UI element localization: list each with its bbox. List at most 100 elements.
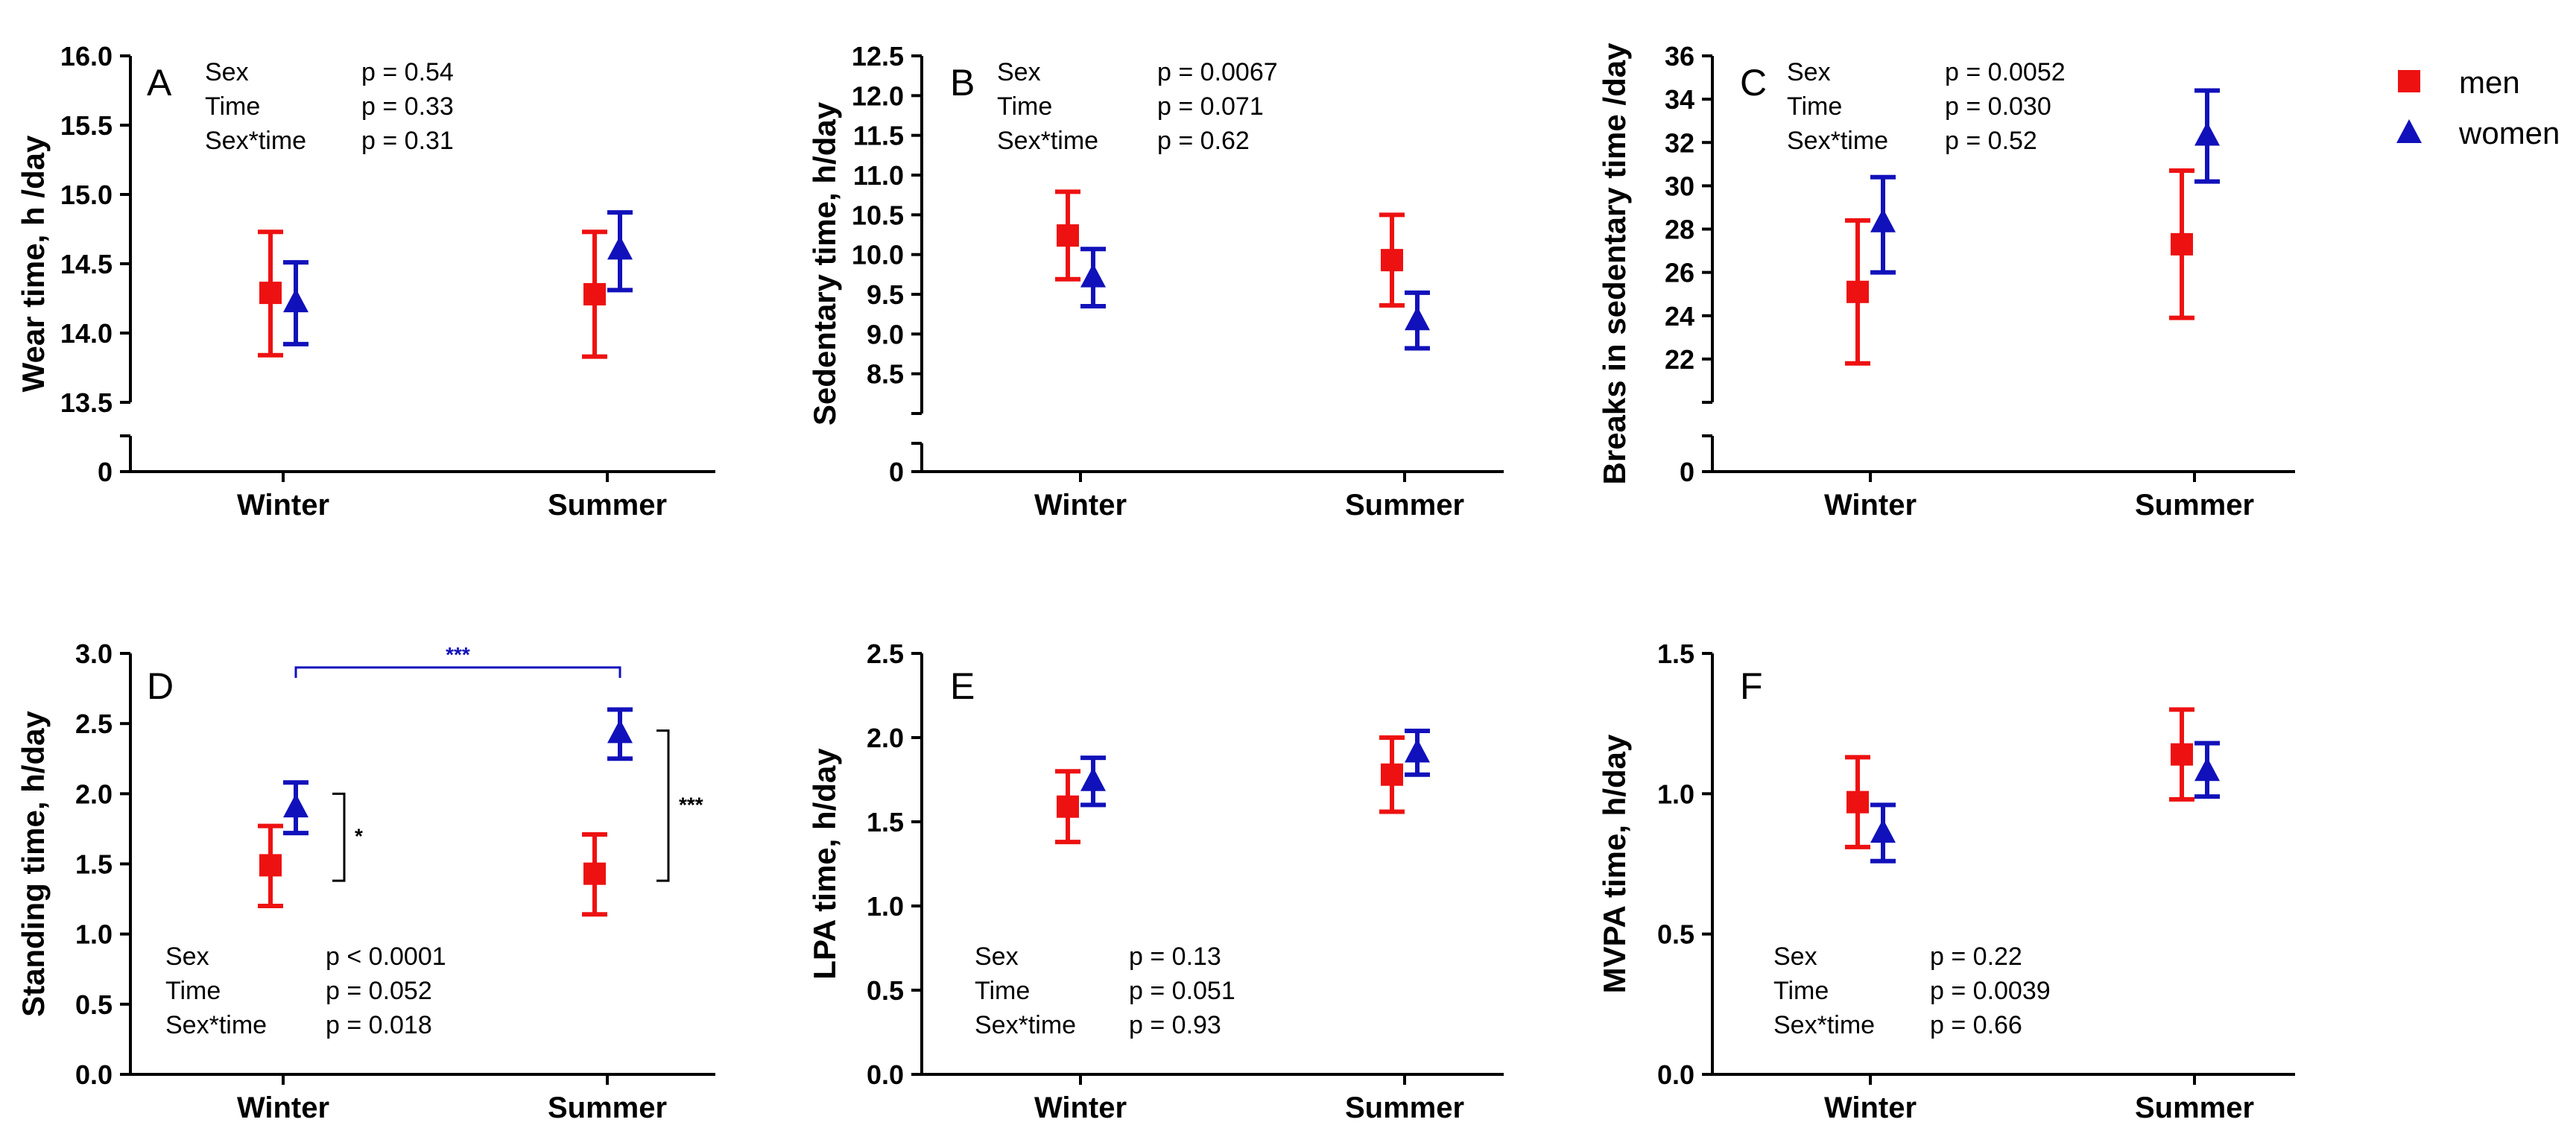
- significance-bracket-side: [656, 729, 670, 882]
- point-women-winter: [1080, 767, 1106, 791]
- y-tick-label: 0.5: [1657, 919, 1694, 950]
- y-tick-label: 30: [1665, 171, 1694, 201]
- y-tick-label: 1.5: [1657, 639, 1694, 669]
- x-category-label: Winter: [237, 489, 329, 522]
- point-men-winter: [259, 282, 282, 305]
- stat-p-value: p = 0.051: [1129, 977, 1235, 1005]
- panel-label: E: [950, 665, 975, 707]
- legend-women-label: women: [2458, 115, 2560, 150]
- stat-term: Sex: [997, 58, 1041, 86]
- panel-f: 0.0 0.5 1.0 1.5 Winter Summer MVPA time, h/day…: [1597, 639, 2295, 1124]
- y-tick-label: 0.5: [867, 975, 904, 1006]
- y-tick-label: 15.0: [60, 180, 113, 210]
- stat-p-value: p = 0.31: [361, 127, 454, 155]
- x-category-label: Winter: [1034, 1091, 1127, 1124]
- point-men-winter: [259, 854, 282, 877]
- stat-p-value: p = 0.22: [1930, 942, 2022, 971]
- point-women-summer: [607, 235, 633, 260]
- y-tick-label: 9.5: [867, 279, 904, 310]
- y-tick-label: 14.5: [60, 249, 113, 279]
- y-tick-label: 26: [1665, 258, 1694, 288]
- stat-p-value: p = 0.0039: [1930, 977, 2051, 1005]
- point-men-summer: [2171, 743, 2193, 766]
- y-tick-label: 8.5: [867, 359, 904, 390]
- stat-term: Time: [1773, 977, 1829, 1005]
- stat-term: Time: [1787, 92, 1842, 121]
- point-women-summer: [1405, 738, 1430, 763]
- stat-p-value: p < 0.0001: [326, 942, 446, 971]
- y-axis-label: MVPA time, h/day: [1597, 734, 1632, 993]
- significance-label: ***: [446, 643, 470, 666]
- y-tick-label: 10.5: [852, 200, 904, 230]
- x-category-label: Summer: [548, 1091, 667, 1124]
- stat-term: Sex*time: [165, 1011, 267, 1039]
- stat-p-value: p = 0.52: [1945, 127, 2037, 155]
- panel-b: 0 8.5 9.0 9.5 10.0 10.5 11.0 11.5 12.0 12.5 Winter…: [807, 41, 1504, 522]
- y-tick-label: 12.5: [852, 41, 904, 72]
- y-tick-label: 1.5: [867, 807, 904, 837]
- stat-term: Time: [165, 977, 221, 1005]
- y-tick-label: 0: [889, 457, 904, 487]
- y-tick-label: 0.0: [1657, 1059, 1694, 1090]
- y-tick-label: 1.0: [75, 919, 113, 950]
- point-women-summer: [1405, 306, 1430, 331]
- y-tick-label: 9.0: [867, 319, 904, 349]
- panel-d: 0.0 0.5 1.0 1.5 2.0 2.5 3.0 Winter Summer Standin…: [16, 639, 715, 1124]
- legend: men women: [2396, 65, 2560, 150]
- point-women-winter: [283, 793, 308, 818]
- stat-term: Sex*time: [1787, 127, 1888, 155]
- significance-label: *: [355, 825, 363, 848]
- x-category-label: Winter: [1824, 1091, 1917, 1124]
- point-men-summer: [1381, 249, 1403, 272]
- y-tick-label: 10.0: [852, 240, 904, 270]
- y-tick-label: 0.0: [867, 1059, 904, 1090]
- panel-c: 0 22 24 26 28 30 32 34 36 Winter Summer Breaks in s…: [1597, 41, 2295, 522]
- y-tick-label: 3.0: [75, 639, 113, 669]
- x-category-label: Summer: [2135, 1091, 2254, 1124]
- stat-term: Sex: [165, 942, 209, 971]
- y-tick-label: 14.0: [60, 318, 113, 349]
- legend-men-marker: [2398, 70, 2420, 92]
- panel-label: F: [1740, 665, 1763, 707]
- y-tick-label: 22: [1665, 344, 1694, 375]
- point-men-summer: [1381, 763, 1403, 786]
- stat-term: Time: [975, 977, 1030, 1005]
- legend-women-marker: [2396, 119, 2422, 143]
- legend-men-label: men: [2459, 65, 2520, 100]
- stat-p-value: p = 0.93: [1129, 1011, 1221, 1039]
- x-category-label: Winter: [237, 1091, 329, 1124]
- point-men-winter: [1846, 790, 1869, 814]
- stat-p-value: p = 0.0067: [1157, 58, 1278, 86]
- point-women-winter: [1080, 263, 1106, 288]
- point-men-summer: [583, 862, 606, 885]
- stat-p-value: p = 0.62: [1157, 127, 1250, 155]
- stat-p-value: p = 0.0052: [1945, 58, 2066, 86]
- y-tick-label: 1.5: [75, 849, 113, 880]
- stat-term: Sex: [205, 58, 249, 86]
- x-category-label: Summer: [2135, 489, 2254, 522]
- significance-bracket-side: [332, 792, 346, 882]
- x-category-label: Winter: [1824, 489, 1917, 522]
- y-tick-label: 11.5: [853, 121, 904, 151]
- stat-term: Sex: [1787, 58, 1831, 86]
- stat-term: Sex*time: [975, 1011, 1076, 1039]
- y-tick-label: 13.5: [60, 387, 113, 418]
- y-tick-label: 28: [1665, 215, 1694, 245]
- point-men-winter: [1057, 224, 1079, 247]
- y-tick-label: 1.0: [867, 891, 904, 922]
- stat-p-value: p = 0.13: [1129, 942, 1221, 971]
- y-tick-label: 2.5: [75, 709, 113, 739]
- stat-p-value: p = 0.66: [1930, 1011, 2022, 1039]
- y-tick-label: 34: [1665, 84, 1694, 115]
- y-tick-label: 12.0: [852, 80, 904, 111]
- point-women-winter: [283, 288, 308, 313]
- stat-term: Sex*time: [1773, 1011, 1875, 1039]
- point-men-winter: [1057, 795, 1079, 818]
- stat-p-value: p = 0.030: [1945, 92, 2051, 121]
- y-tick-label: 36: [1665, 41, 1694, 72]
- y-tick-label: 0.5: [75, 989, 113, 1020]
- y-tick-label: 16.0: [60, 41, 113, 72]
- point-women-summer: [2194, 757, 2220, 782]
- panel-label: D: [147, 665, 174, 707]
